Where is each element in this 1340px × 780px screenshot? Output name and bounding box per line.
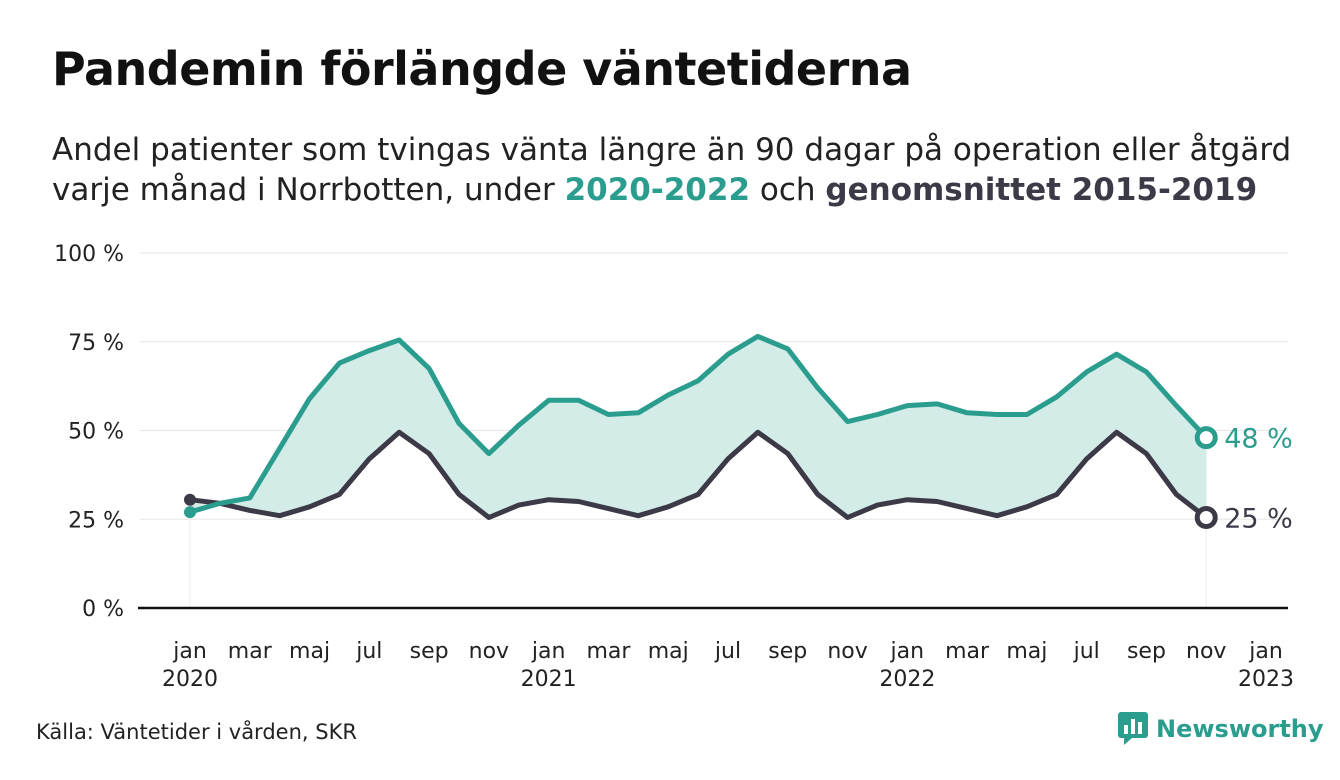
chart-title: Pandemin förlängde väntetiderna [52,42,912,96]
x-tick-label: jan [890,639,925,664]
chart-subtitle: Andel patienter som tvingas vänta längre… [52,130,1340,210]
subtitle-highlight-2020-2022: 2020-2022 [564,172,751,208]
start-point [184,493,196,506]
newsworthy-bar-chart-icon [1118,712,1148,745]
y-tick-label: 100 % [54,242,124,267]
x-tick-label: mar [228,639,273,664]
x-tick-year-label: 2021 [521,667,577,692]
subtitle-middle: och [750,172,826,208]
end-value-label: 25 % [1224,503,1293,534]
x-tick-label: sep [768,639,807,664]
source-note: Källa: Väntetider i vården, SKR [36,720,357,744]
x-tick-label: jan [172,639,207,664]
y-tick-label: 50 % [68,420,124,445]
x-tick-label: mar [586,639,631,664]
subtitle-highlight-average: genomsnittet 2015-2019 [825,172,1258,208]
x-tick-year-label: 2020 [162,667,218,692]
x-tick-label: jul [714,639,741,664]
subtitle-line-2: varje månad i Norrbotten, under 2020-202… [52,170,1340,210]
x-tick-label: maj [1006,639,1047,664]
x-tick-label: jul [355,639,382,664]
y-tick-label: 0 % [82,597,124,622]
subtitle-line-1: Andel patienter som tvingas vänta längre… [52,132,1292,168]
end-value-label: 48 % [1224,424,1293,455]
newsworthy-logo: Newsworthy [1118,712,1324,746]
series-line-average-2015-2019 [187,429,1209,520]
end-point-marker [1194,426,1218,450]
x-tick-label: nov [827,639,867,664]
x-tick-label: nov [469,639,509,664]
series-line-2020-2022 [187,333,1209,515]
x-tick-label: jul [1073,639,1100,664]
x-tick-label: jan [1248,639,1283,664]
x-tick-label: jan [531,639,566,664]
x-tick-label: maj [648,639,689,664]
x-tick-label: sep [410,639,449,664]
x-tick-label: mar [945,639,990,664]
x-tick-label: maj [289,639,330,664]
x-tick-year-label: 2023 [1238,667,1294,692]
y-tick-label: 75 % [68,331,124,356]
logo-text: Newsworthy [1156,715,1324,743]
x-tick-label: nov [1186,639,1226,664]
y-tick-label: 25 % [68,508,124,533]
start-point [184,506,196,519]
x-tick-year-label: 2022 [879,667,935,692]
end-point-marker [1194,505,1218,529]
x-tick-label: sep [1127,639,1166,664]
subtitle-prefix: varje månad i Norrbotten, under [52,172,565,208]
